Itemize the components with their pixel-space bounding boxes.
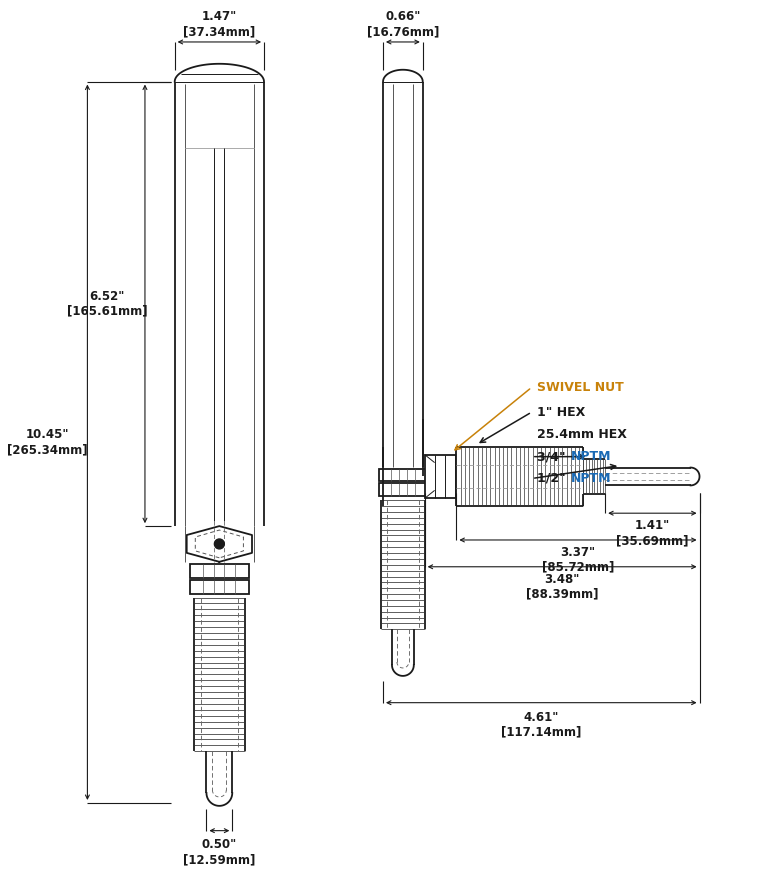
Circle shape <box>215 539 225 549</box>
Text: 1.41"
[35.69mm]: 1.41" [35.69mm] <box>616 519 688 547</box>
Text: 3/4": 3/4" <box>537 450 570 463</box>
Text: NPTM: NPTM <box>571 472 611 485</box>
Bar <box>425 454 456 498</box>
Text: 10.45"
[265.34mm]: 10.45" [265.34mm] <box>8 428 88 456</box>
Text: SWIVEL NUT: SWIVEL NUT <box>537 381 623 394</box>
Text: 3.48"
[88.39mm]: 3.48" [88.39mm] <box>526 573 598 600</box>
Text: 4.61"
[117.14mm]: 4.61" [117.14mm] <box>501 711 581 739</box>
Text: 3.37"
[85.72mm]: 3.37" [85.72mm] <box>542 546 614 574</box>
Text: NPTM: NPTM <box>571 450 611 463</box>
Bar <box>189 564 249 578</box>
Text: 1.47"
[37.34mm]: 1.47" [37.34mm] <box>183 10 255 38</box>
Bar <box>379 468 427 481</box>
Text: 25.4mm HEX: 25.4mm HEX <box>537 428 626 441</box>
Text: 0.66"
[16.76mm]: 0.66" [16.76mm] <box>367 10 439 38</box>
Bar <box>379 483 427 496</box>
Text: 1/2": 1/2" <box>537 472 570 485</box>
Text: 6.52"
[165.61mm]: 6.52" [165.61mm] <box>67 290 147 318</box>
Text: 1" HEX: 1" HEX <box>537 406 585 419</box>
Text: 0.50"
[12.59mm]: 0.50" [12.59mm] <box>183 839 255 866</box>
Bar <box>189 580 249 594</box>
